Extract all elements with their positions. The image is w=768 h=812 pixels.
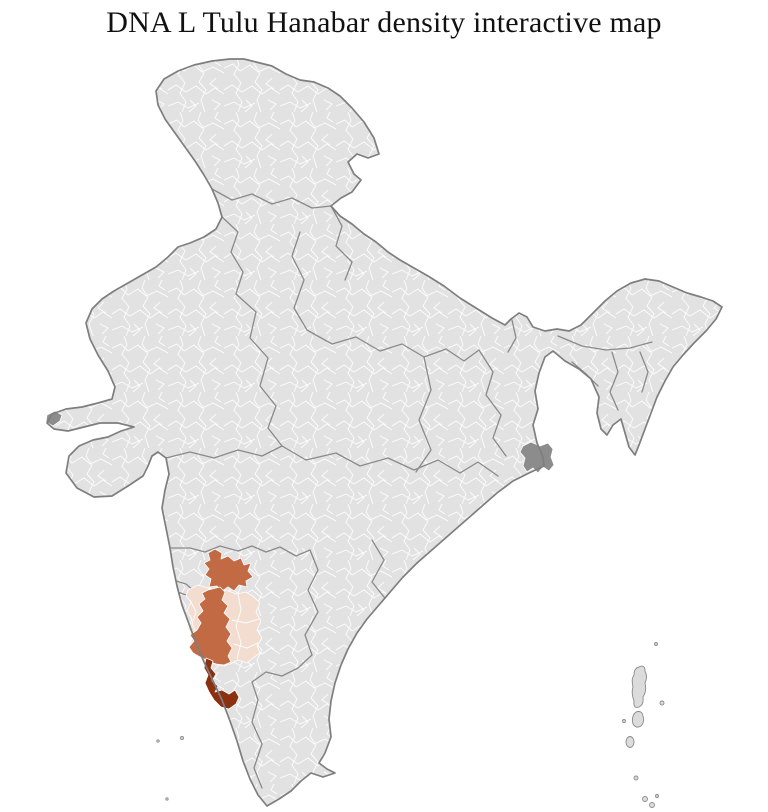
page-title: DNA L Tulu Hanabar density interactive m… xyxy=(106,6,662,39)
district-boundaries-mesh xyxy=(47,59,722,806)
lakshadweep-islands[interactable] xyxy=(156,736,184,801)
district-marked-gray-delta[interactable] xyxy=(519,441,555,474)
district-boundaries-low-region xyxy=(189,593,260,660)
andaman-nicobar-islands[interactable] xyxy=(622,642,665,808)
kutch-dark-patch[interactable] xyxy=(45,410,63,427)
district-density-high[interactable] xyxy=(203,657,240,710)
state-boundaries xyxy=(165,188,653,789)
district-density-medium-north[interactable] xyxy=(203,548,254,593)
